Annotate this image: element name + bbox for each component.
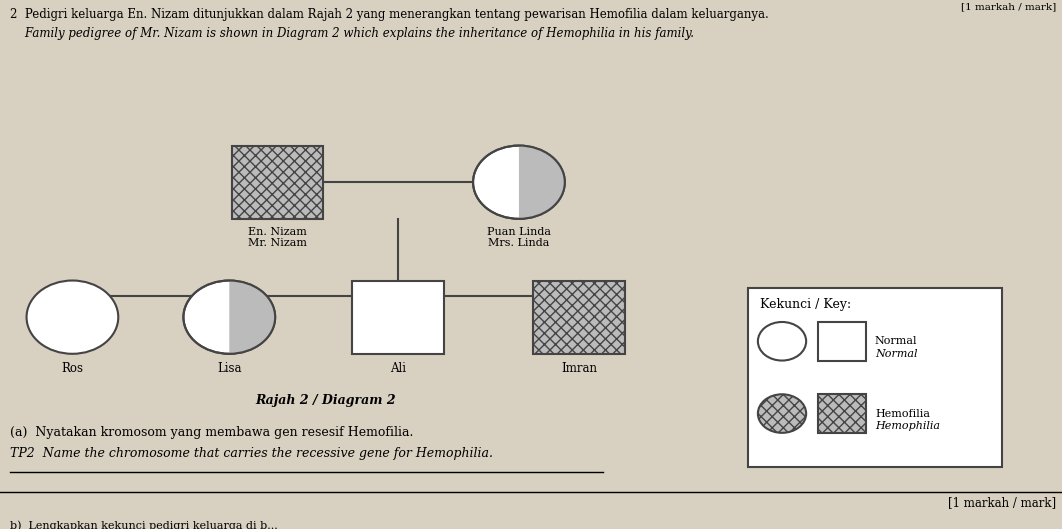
Text: Hemofilia: Hemofilia — [875, 409, 930, 419]
Text: Kekunci / Key:: Kekunci / Key: — [760, 298, 852, 311]
Wedge shape — [519, 145, 565, 219]
Text: Family pedigree of Mr. Nizam is shown in Diagram 2 which explains the inheritanc: Family pedigree of Mr. Nizam is shown in… — [10, 27, 693, 40]
Text: b)  Lengkapkan kekunci pedigri keluarga di b...: b) Lengkapkan kekunci pedigri keluarga d… — [10, 521, 277, 529]
Wedge shape — [229, 280, 275, 354]
Bar — [353, 280, 444, 354]
Text: Puan Linda
Mrs. Linda: Puan Linda Mrs. Linda — [487, 226, 551, 248]
Text: Rajah 2 / Diagram 2: Rajah 2 / Diagram 2 — [256, 394, 396, 407]
Circle shape — [27, 280, 118, 354]
Text: (a)  Nyatakan kromosom yang membawa gen resesif Hemofilia.: (a) Nyatakan kromosom yang membawa gen r… — [10, 426, 413, 439]
Bar — [232, 145, 324, 219]
Text: [1 markah / mark]: [1 markah / mark] — [948, 497, 1056, 509]
Text: Ali: Ali — [390, 361, 407, 375]
Circle shape — [184, 280, 275, 354]
Text: Hemophilia: Hemophilia — [875, 421, 940, 431]
Text: 2  Pedigri keluarga En. Nizam ditunjukkan dalam Rajah 2 yang menerangkan tentang: 2 Pedigri keluarga En. Nizam ditunjukkan… — [10, 8, 769, 21]
Text: Lisa: Lisa — [217, 361, 241, 375]
Bar — [818, 322, 867, 361]
Circle shape — [758, 394, 806, 433]
Bar — [533, 280, 626, 354]
Text: En. Nizam
Mr. Nizam: En. Nizam Mr. Nizam — [249, 226, 307, 248]
Circle shape — [473, 145, 565, 219]
Text: Imran: Imran — [562, 361, 597, 375]
Text: TP2  Name the chromosome that carries the recessive gene for Hemophilia.: TP2 Name the chromosome that carries the… — [10, 448, 493, 460]
Text: [1 markah / mark]: [1 markah / mark] — [961, 2, 1056, 11]
Text: Normal: Normal — [875, 349, 918, 359]
Text: Normal: Normal — [875, 336, 918, 346]
Bar — [749, 288, 1001, 467]
Bar — [818, 394, 867, 433]
Circle shape — [758, 322, 806, 361]
Text: Ros: Ros — [62, 361, 84, 375]
